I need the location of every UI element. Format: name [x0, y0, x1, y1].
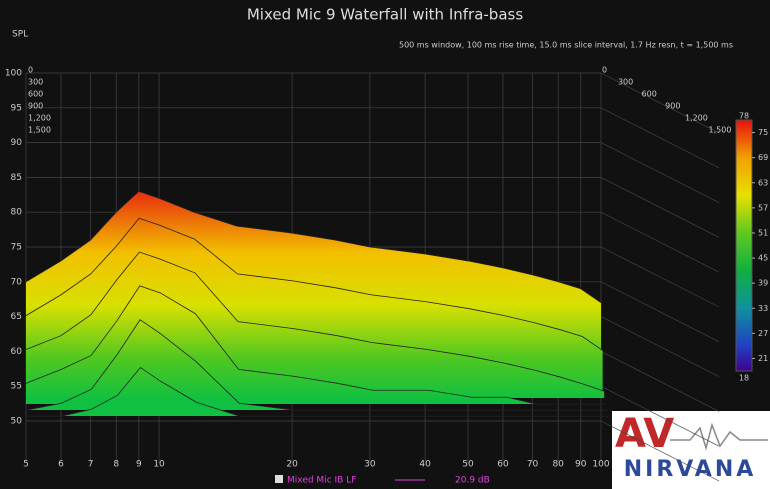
- t-tick-label: 300: [28, 78, 43, 87]
- t-tick-label: 1,200: [685, 114, 708, 123]
- color-tick-label: 75: [758, 128, 768, 137]
- side-grid-line: [600, 142, 720, 203]
- chart-title: Mixed Mic 9 Waterfall with Infra-bass: [247, 6, 523, 24]
- y-tick-label: 50: [11, 417, 23, 427]
- t-tick-label: 900: [28, 102, 43, 111]
- color-tick-label: 51: [758, 228, 768, 237]
- y-tick-label: 55: [11, 382, 22, 392]
- slice-line: [26, 366, 609, 417]
- x-tick-label: 50: [462, 460, 474, 470]
- y-tick-label: 60: [11, 347, 23, 357]
- y-tick-label: 80: [11, 208, 23, 218]
- color-tick-label: 78: [739, 112, 749, 121]
- color-tick-label: 45: [758, 254, 768, 263]
- x-tick-label: 90: [575, 460, 587, 470]
- y-tick-label: 75: [11, 243, 22, 253]
- x-tick-label: 7: [88, 460, 94, 470]
- y-tick-label: 95: [11, 103, 22, 113]
- y-tick-label: 70: [11, 277, 23, 287]
- side-grid-line: [600, 107, 720, 169]
- slice-line: [25, 251, 605, 392]
- x-tick-label: 8: [113, 460, 119, 470]
- logo-mark: AV: [615, 411, 674, 457]
- slice-line: [25, 190, 602, 304]
- x-tick-label: 70: [527, 460, 539, 470]
- color-tick-label: 18: [739, 374, 749, 383]
- t-tick-label: 1,200: [28, 114, 51, 123]
- side-grid-line: [600, 420, 720, 482]
- side-grid-line: [600, 351, 720, 412]
- x-tick-label: 9: [136, 460, 142, 470]
- x-tick-label: 40: [419, 460, 431, 470]
- color-tick-label: 21: [758, 354, 768, 363]
- slice-line: [25, 319, 608, 411]
- x-tick-label: 80: [552, 460, 564, 470]
- t-tick-label: 1,500: [28, 126, 51, 135]
- info-text: 500 ms window, 100 ms rise time, 15.0 ms…: [399, 41, 733, 50]
- color-tick-label: 69: [758, 153, 768, 162]
- t-tick-label: 300: [618, 78, 633, 87]
- y-tick-label: 90: [11, 138, 23, 148]
- t-tick-label: 900: [665, 102, 680, 111]
- side-grid-line: [600, 316, 720, 377]
- y-axis-label: SPL: [12, 30, 28, 40]
- side-grid-line: [600, 72, 720, 134]
- t-tick-label: 0: [602, 66, 607, 75]
- legend-level: 20.9 dB: [455, 476, 490, 486]
- color-tick-label: 63: [758, 178, 768, 187]
- y-tick-label: 100: [5, 69, 22, 79]
- y-tick-label: 85: [11, 173, 22, 183]
- t-tick-label: 600: [642, 90, 657, 99]
- slice-fill: [26, 367, 609, 417]
- slice-line: [25, 217, 603, 351]
- color-tick-label: 39: [758, 279, 768, 288]
- side-grid-line: [600, 211, 720, 273]
- x-tick-label: 20: [286, 460, 298, 470]
- side-grid-line: [600, 281, 720, 343]
- logo-text: NIRVANA: [624, 457, 757, 482]
- color-bar: [735, 119, 753, 372]
- side-grid-line: [600, 177, 720, 238]
- color-tick-label: 27: [758, 329, 768, 338]
- color-tick-label: 33: [758, 304, 768, 313]
- legend-label: Mixed Mic IB LF: [287, 476, 356, 486]
- t-tick-label: 1,500: [709, 126, 732, 135]
- t-tick-label: 0: [28, 66, 33, 75]
- x-tick-label: 6: [58, 460, 64, 470]
- side-grid-line: [600, 385, 720, 447]
- logo-wave: [670, 422, 768, 451]
- x-tick-label: 60: [497, 460, 509, 470]
- x-tick-label: 10: [153, 460, 165, 470]
- y-tick-label: 65: [11, 312, 22, 322]
- t-tick-label: 600: [28, 90, 43, 99]
- color-tick-label: 57: [758, 203, 768, 212]
- logo-box: [612, 411, 770, 489]
- x-tick-label: 100: [592, 460, 609, 470]
- x-tick-label: 30: [364, 460, 376, 470]
- side-grid-line: [600, 246, 720, 308]
- x-tick-label: 5: [23, 460, 29, 470]
- legend-checkbox[interactable]: [275, 475, 283, 483]
- slice-line: [25, 285, 606, 405]
